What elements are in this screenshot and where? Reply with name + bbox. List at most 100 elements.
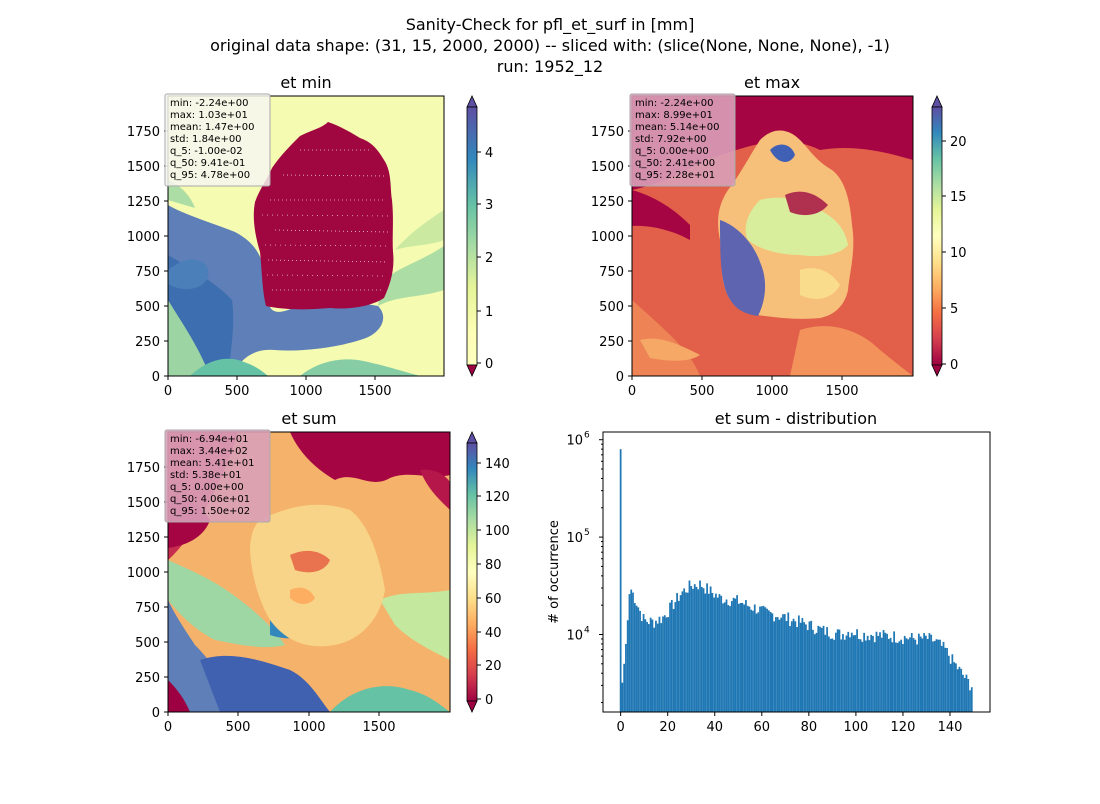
histogram-bar bbox=[660, 623, 663, 712]
histogram-bar bbox=[940, 645, 943, 712]
histogram-bar bbox=[722, 603, 724, 712]
histogram-bar bbox=[669, 602, 671, 712]
histogram-bar bbox=[760, 606, 763, 712]
histogram-bar bbox=[905, 638, 908, 712]
x-tick-label: 1000 bbox=[755, 384, 788, 399]
histogram-bar bbox=[783, 614, 786, 712]
y-ticks: 0 250 500 750 1000 1250 1500 1750 bbox=[591, 125, 632, 385]
colorbar-tick: 1 bbox=[485, 305, 493, 320]
histogram-bar bbox=[843, 639, 846, 712]
y-tick-label: 1000 bbox=[127, 230, 160, 245]
x-tick-label: 100 bbox=[843, 720, 868, 735]
histogram-bar bbox=[702, 588, 705, 712]
histogram-bar bbox=[893, 631, 896, 712]
histogram-bar bbox=[693, 584, 696, 712]
y-tick-label: 1250 bbox=[127, 195, 160, 210]
histogram-bar bbox=[826, 627, 828, 712]
histogram-bar bbox=[685, 592, 687, 712]
histogram-bar bbox=[619, 449, 622, 712]
panel-et-max: et max 0 500 1000 1500 0 250 500 750 bbox=[591, 73, 967, 399]
histogram-bar bbox=[757, 612, 760, 712]
histogram-bar bbox=[755, 613, 758, 712]
stats-line: max: 3.44e+02 bbox=[170, 446, 248, 457]
y-tick-label: 250 bbox=[135, 671, 160, 686]
histogram-bar bbox=[663, 615, 666, 712]
histogram-bar bbox=[967, 679, 970, 712]
y-tick-label: 1750 bbox=[127, 125, 160, 140]
histogram-bar bbox=[640, 621, 643, 712]
histogram-bar bbox=[745, 600, 747, 712]
histogram-bar bbox=[808, 621, 811, 712]
histogram-bar bbox=[916, 644, 918, 712]
y-tick-label: 1500 bbox=[127, 496, 160, 511]
histogram-bar bbox=[716, 597, 719, 712]
histogram-bar bbox=[953, 662, 955, 712]
histogram-bar bbox=[955, 663, 957, 712]
histogram-bar bbox=[647, 624, 650, 712]
y-tick-label: 1000 bbox=[127, 566, 160, 581]
histogram-bar bbox=[630, 589, 633, 712]
histogram-bar bbox=[861, 641, 864, 712]
histogram-bar bbox=[939, 639, 941, 712]
y-axis-label: # of occurrence bbox=[547, 520, 562, 624]
histogram-bar bbox=[711, 592, 714, 712]
stats-line: q_5: 0.00e+00 bbox=[170, 482, 244, 493]
histogram-bar bbox=[930, 634, 933, 712]
y-tick-label: 1750 bbox=[127, 461, 160, 476]
histogram-bar bbox=[787, 612, 790, 712]
histogram-bar bbox=[720, 595, 723, 712]
histogram-bar bbox=[900, 639, 903, 712]
colorbar-tick: 10 bbox=[950, 246, 967, 261]
histogram-bar bbox=[842, 634, 844, 712]
histogram-bar bbox=[850, 632, 853, 712]
histogram-bar bbox=[796, 627, 798, 712]
histogram-bar bbox=[963, 677, 966, 712]
colorbar-tick: 0 bbox=[485, 357, 493, 372]
stats-line: q_5: -1.00e-02 bbox=[170, 146, 243, 157]
colorbar-tick: 80 bbox=[485, 558, 502, 573]
histogram-bar bbox=[880, 637, 883, 712]
x-ticks: 0 500 1000 1500 bbox=[164, 712, 396, 735]
histogram-bar bbox=[715, 593, 717, 712]
y-tick-label: 500 bbox=[599, 300, 624, 315]
histogram-bar bbox=[718, 594, 721, 712]
y-tick-label: 10 bbox=[566, 434, 583, 449]
histogram-bar bbox=[686, 592, 689, 712]
histogram-bar bbox=[810, 620, 813, 712]
histogram-bar bbox=[951, 654, 954, 712]
histogram-bar bbox=[886, 633, 888, 712]
histogram-bar bbox=[923, 633, 926, 712]
histogram-bar bbox=[870, 634, 873, 712]
histogram-bar bbox=[822, 625, 825, 712]
histogram-bar bbox=[688, 580, 691, 712]
histogram-bar bbox=[679, 595, 682, 712]
histogram-bar bbox=[713, 597, 716, 712]
histogram-bar bbox=[932, 641, 934, 712]
histogram-bar bbox=[891, 642, 894, 712]
y-tick-label: 10 bbox=[566, 628, 583, 643]
x-ticks: 0 500 1000 1500 bbox=[164, 376, 392, 399]
histogram-bar bbox=[621, 682, 624, 712]
histogram-bar bbox=[674, 601, 677, 712]
stats-line: q_95: 2.28e+01 bbox=[635, 170, 715, 181]
heatmap-et-sum bbox=[168, 432, 450, 712]
histogram-bar bbox=[723, 602, 726, 712]
colorbar-tick: 120 bbox=[485, 490, 510, 505]
histogram-bar bbox=[962, 674, 964, 712]
histogram-bar bbox=[759, 606, 761, 712]
histogram-bar bbox=[769, 612, 772, 712]
histogram-bar bbox=[859, 639, 862, 712]
histogram-bar bbox=[942, 641, 945, 712]
stats-line: max: 1.03e+01 bbox=[170, 110, 248, 121]
histogram-bar bbox=[697, 589, 700, 712]
stats-line: q_95: 4.78e+00 bbox=[170, 170, 250, 181]
y-tick-label: 0 bbox=[616, 370, 624, 385]
colorbar-tick: 40 bbox=[485, 626, 502, 641]
histogram-bar bbox=[831, 638, 834, 712]
histogram-bar bbox=[737, 603, 740, 712]
histogram-bar bbox=[790, 621, 793, 712]
histogram-bar bbox=[877, 635, 880, 712]
figure-title-line2: original data shape: (31, 15, 2000, 2000… bbox=[210, 36, 890, 55]
histogram-bar bbox=[799, 622, 802, 712]
